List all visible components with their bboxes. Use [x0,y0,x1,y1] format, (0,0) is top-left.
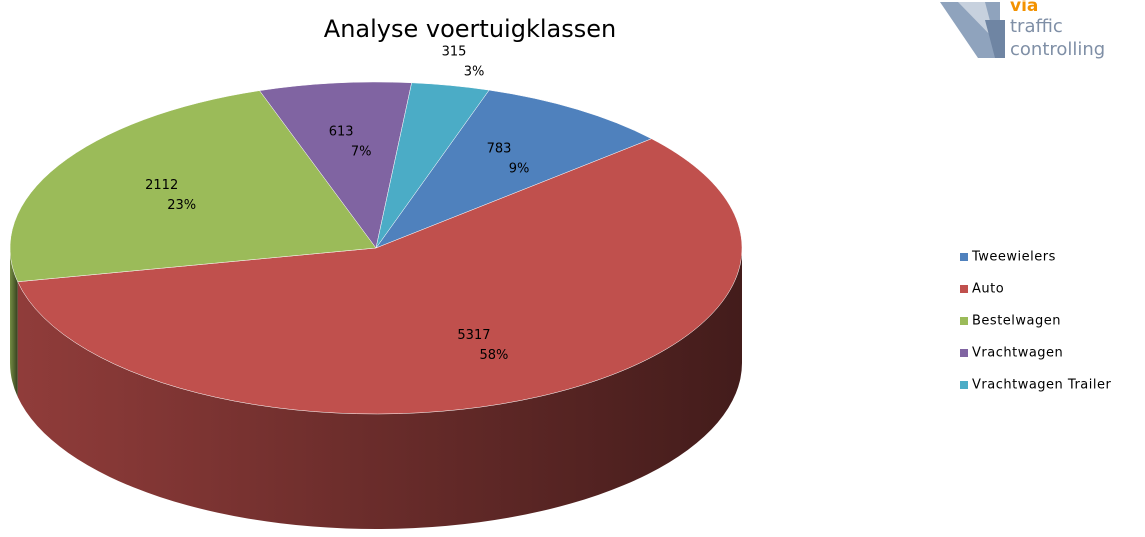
legend-label: Vrachtwagen Trailer [972,378,1111,393]
data-label: 58% [480,348,509,363]
logo-text: via [1010,0,1038,16]
data-label: 315 [442,45,467,60]
legend-label: Bestelwagen [972,314,1061,329]
slice [259,81,412,249]
slice [17,138,743,415]
legend-label: Vrachtwagen [972,346,1063,361]
pie-sides [10,248,742,529]
data-label: 783 [487,141,512,156]
logo-text: traffic [1010,16,1063,37]
slice [375,82,490,249]
data-label: 613 [329,124,354,139]
legend-swatch [960,285,968,293]
data-label: 3% [464,65,485,80]
data-label: 9% [509,161,530,176]
legend-swatch [960,381,968,389]
data-label: 5317 [457,328,490,343]
legend-label: Auto [972,282,1004,297]
legend-label: Tweewielers [971,250,1056,265]
slice [9,90,377,283]
legend-swatch [960,349,968,357]
logo-text: controlling [1010,39,1105,60]
legend-swatch [960,253,968,261]
logo-mark [958,2,995,40]
data-label: 7% [351,144,372,159]
data-label: 23% [167,198,196,213]
slice-side [10,248,18,397]
pie-tops [9,81,743,415]
slice [375,89,653,249]
logo: via traffic controlling [940,0,1105,60]
data-label: 2112 [145,178,178,193]
slice-side [17,248,742,529]
chart-title: Analyse voertuigklassen [324,15,616,43]
legend-swatch [960,317,968,325]
logo-mark [985,20,1005,58]
